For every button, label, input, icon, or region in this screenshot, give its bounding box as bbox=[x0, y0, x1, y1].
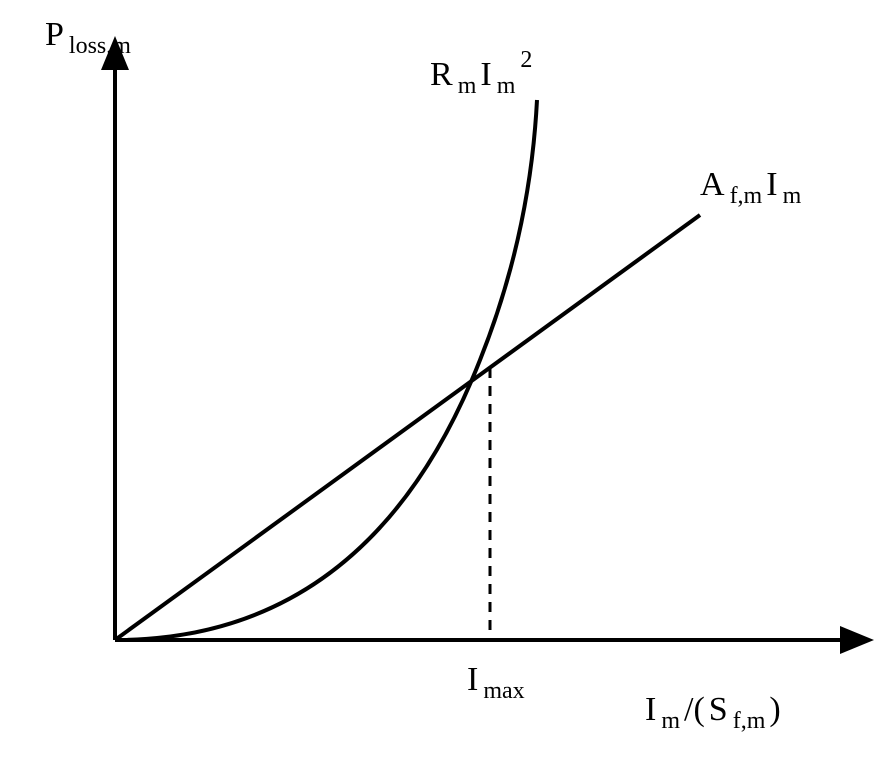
power-loss-chart: P loss,m I m /( S f,m ) R m I m 2 A f,m … bbox=[0, 0, 895, 767]
imax-label-sub: max bbox=[483, 678, 524, 704]
x-axis-label-sub2: f,m bbox=[733, 708, 766, 734]
quadratic-label-sub2: m bbox=[497, 73, 516, 99]
x-axis-label-sub1: m bbox=[661, 708, 680, 734]
y-axis-label-base: P bbox=[45, 16, 64, 53]
linear-label-base1: A bbox=[700, 166, 725, 203]
quadratic-label-sub1: m bbox=[458, 73, 477, 99]
x-axis-label-close: ) bbox=[769, 691, 780, 728]
y-axis-label-sub: loss,m bbox=[69, 33, 131, 59]
quadratic-label-base1: R bbox=[430, 56, 453, 93]
chart-background bbox=[0, 0, 895, 767]
linear-label-base2: I bbox=[766, 166, 777, 203]
x-axis-label-base1: I bbox=[645, 691, 656, 728]
linear-label-sub2: m bbox=[783, 183, 802, 209]
quadratic-label-base2: I bbox=[480, 56, 491, 93]
x-axis-label-slash: /( bbox=[684, 691, 705, 728]
imax-label-base: I bbox=[467, 661, 478, 698]
quadratic-label-sup: 2 bbox=[520, 47, 532, 73]
linear-label-sub1: f,m bbox=[730, 183, 763, 209]
x-axis-label-base2: S bbox=[709, 691, 728, 728]
